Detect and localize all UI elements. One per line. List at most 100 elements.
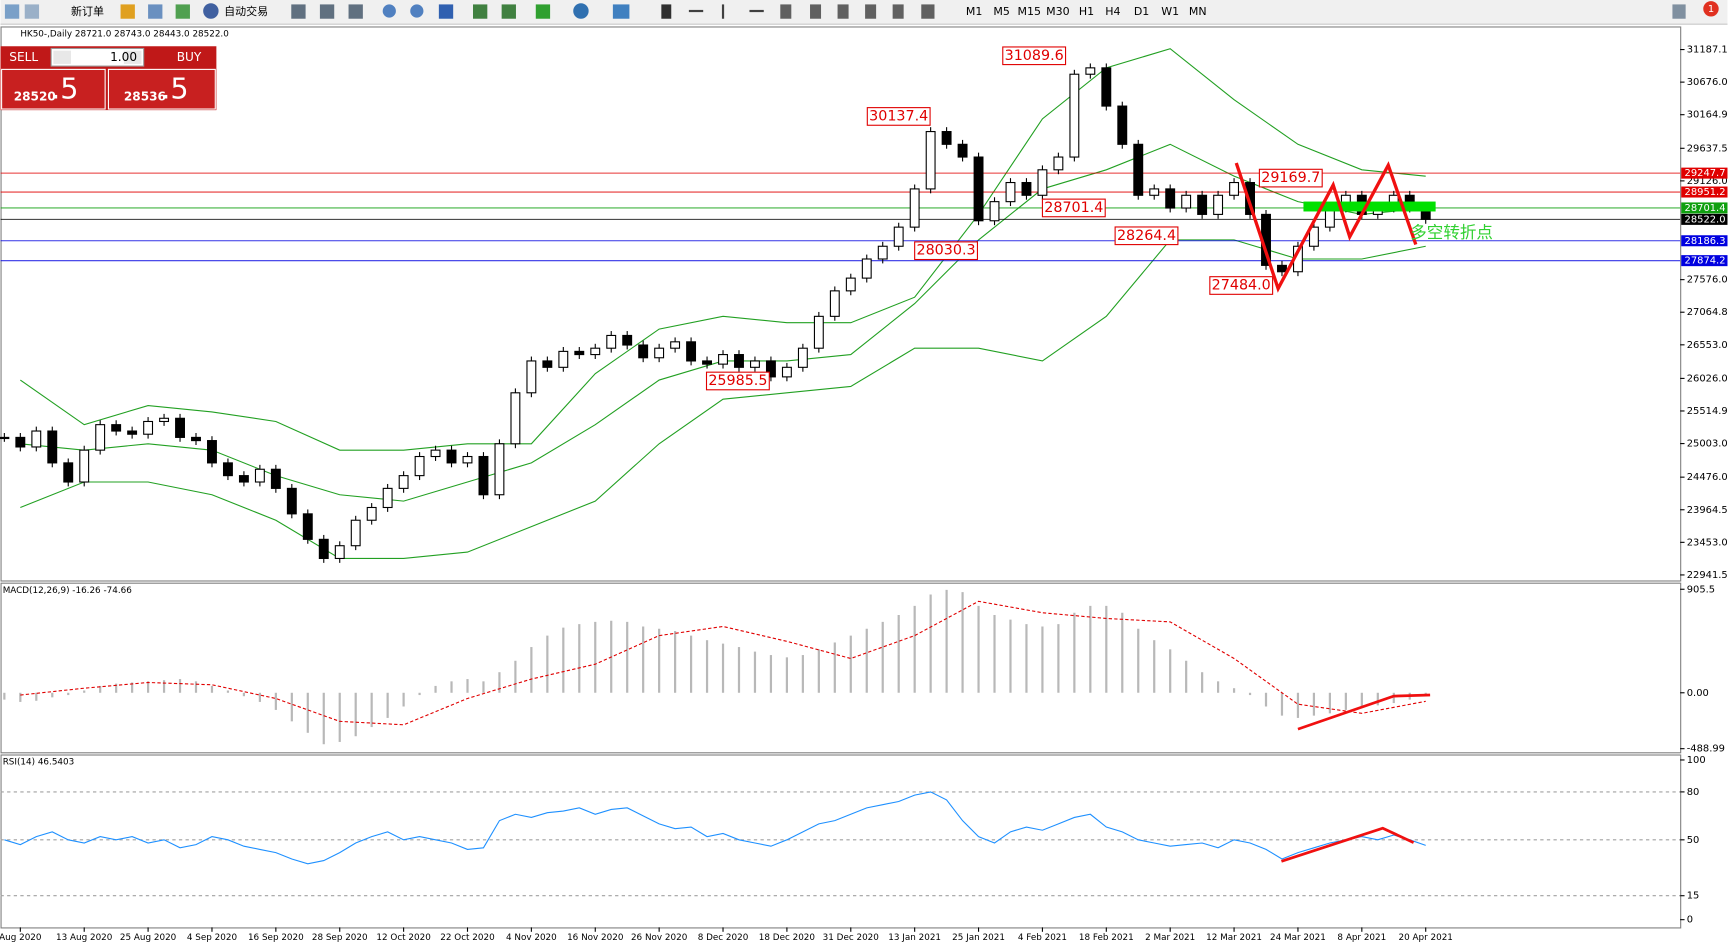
x-tick-label: 2 Mar 2021 (1145, 933, 1195, 943)
sell-label[interactable]: SELL (9, 50, 38, 64)
price-level-label: 27874.2 (1685, 256, 1726, 267)
icon[interactable] (473, 4, 488, 19)
y-tick-label: 100 (1687, 755, 1706, 766)
icon[interactable] (148, 4, 163, 19)
rsi-line (4, 791, 1426, 865)
icon[interactable] (892, 4, 904, 19)
x-tick-label: 4 Nov 2020 (506, 933, 557, 943)
price-level-label: 28186.3 (1685, 236, 1726, 247)
candle (1229, 181, 1240, 196)
timeframe[interactable]: W1 (1161, 5, 1179, 18)
candle (111, 424, 122, 432)
sell-button[interactable] (1, 68, 106, 110)
icon[interactable] (749, 9, 764, 13)
x-tick-label: 25 Jan 2021 (952, 933, 1005, 943)
candle (1021, 181, 1032, 196)
icon[interactable] (501, 4, 516, 19)
candle (302, 513, 313, 540)
icon[interactable] (291, 4, 306, 19)
icon[interactable] (612, 4, 630, 19)
y-tick-label: 23453.0 (1687, 537, 1728, 548)
new-order[interactable]: 新订单 (71, 4, 104, 18)
candle (622, 334, 633, 346)
timeframe[interactable]: M15 (1017, 5, 1040, 18)
icon[interactable] (921, 4, 935, 19)
icon[interactable] (535, 4, 551, 19)
lot-field[interactable] (50, 47, 145, 67)
macd-arrow (1297, 693, 1431, 731)
x-tick-label: 28 Sep 2020 (312, 933, 368, 943)
candle (127, 430, 138, 435)
icon[interactable] (661, 4, 672, 19)
icon[interactable] (348, 4, 363, 19)
annotation-label: 28701.4 (1044, 200, 1103, 216)
x-tick-label: 8 Apr 2021 (1337, 933, 1386, 943)
icon[interactable] (203, 3, 219, 19)
candle (1101, 67, 1112, 107)
y-tick-label: 25514.9 (1687, 406, 1728, 417)
x-tick-label: 22 Oct 2020 (440, 933, 495, 943)
icon[interactable] (780, 4, 792, 19)
timeframe[interactable]: M1 (966, 5, 983, 18)
icon[interactable] (837, 4, 849, 19)
buy-button[interactable] (107, 68, 216, 110)
auto-trading[interactable]: 自动交易 (224, 4, 268, 18)
candle (973, 156, 984, 222)
icon[interactable] (4, 4, 20, 19)
buy-label[interactable]: BUY (177, 50, 202, 64)
candle (590, 347, 601, 356)
price-level-tag (1681, 213, 1728, 225)
icon[interactable] (865, 4, 877, 19)
candle (1181, 194, 1192, 209)
candle (270, 468, 281, 489)
candle (877, 245, 888, 260)
lot-up[interactable] (123, 50, 142, 64)
icon[interactable] (175, 4, 190, 19)
icon[interactable] (573, 3, 589, 19)
x-tick-label: 12 Mar 2021 (1206, 933, 1262, 943)
icon[interactable] (382, 4, 396, 18)
annotation-box (1258, 168, 1323, 188)
icon[interactable] (438, 4, 454, 19)
y-tick-label: -488.99 (1687, 744, 1725, 755)
ask-price: 28536 (124, 89, 166, 103)
macd-panel (0, 582, 1682, 754)
timeframe[interactable]: M30 (1046, 5, 1069, 18)
annotation-box (914, 241, 978, 261)
timeframe[interactable]: D1 (1134, 5, 1149, 18)
y-tick-label: 80 (1687, 787, 1700, 798)
x-tick-label: 26 Nov 2020 (631, 933, 688, 943)
candle (238, 475, 249, 483)
price-level-tag (1681, 235, 1728, 247)
timeframe[interactable]: M5 (993, 5, 1010, 18)
timeframe[interactable]: MN (1189, 5, 1207, 18)
annotation-label: 30137.4 (869, 108, 928, 124)
icon[interactable] (24, 4, 40, 19)
indicator-header: MACD(12,26,9) -16.26 -74.66 (3, 586, 133, 596)
icon[interactable] (319, 4, 335, 19)
timeframe[interactable]: H4 (1105, 5, 1120, 18)
candle (510, 392, 521, 445)
candle (765, 360, 776, 378)
icon[interactable] (810, 4, 822, 19)
candle (1149, 188, 1160, 196)
lot-value[interactable]: 1.00 (110, 50, 137, 64)
price-level-label: 28701.4 (1685, 203, 1726, 214)
price-level-tag (1681, 202, 1728, 214)
candle (159, 417, 170, 423)
icon[interactable] (410, 4, 424, 18)
icon[interactable] (120, 4, 135, 19)
annotation-label: 31089.6 (1005, 48, 1064, 64)
candle (606, 334, 617, 349)
icon[interactable] (721, 4, 725, 19)
notification-count: 1 (1708, 4, 1714, 15)
timeframe[interactable]: H1 (1079, 5, 1094, 18)
icon[interactable] (1672, 4, 1686, 19)
lot-down[interactable] (53, 50, 71, 64)
notification-badge[interactable] (1703, 1, 1719, 17)
candle (143, 420, 154, 435)
y-tick-label: 0.00 (1687, 688, 1709, 699)
rsi-arrow (1281, 826, 1415, 863)
icon[interactable] (688, 9, 704, 13)
